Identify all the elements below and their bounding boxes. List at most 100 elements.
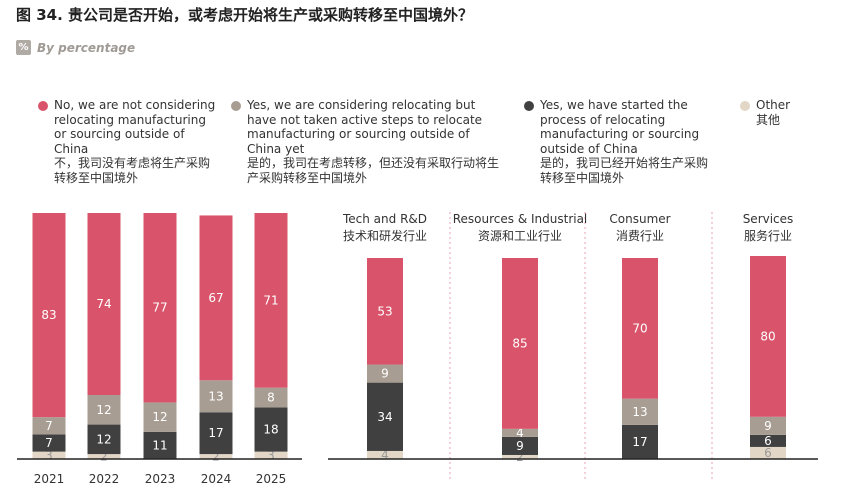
x-tick-label: 2021 (34, 472, 65, 486)
legend-zh: 不，我司没有考虑将生产采购转移至中国境外 (54, 156, 211, 185)
legend-en: No, we are not considering relocating ma… (54, 98, 216, 156)
category-label: Resources & Industrial (453, 212, 588, 226)
bar-segment (254, 451, 288, 459)
bar-segment (32, 417, 66, 435)
data-label: 9 (381, 367, 389, 381)
data-label: 2 (212, 450, 220, 464)
bar-segment (199, 215, 233, 381)
bar-segment (32, 434, 66, 452)
category-label-zh: 消费行业 (616, 229, 664, 243)
bar-segment (367, 450, 403, 459)
data-label: 8 (267, 391, 275, 405)
legend-zh: 其他 (756, 112, 781, 127)
data-label: 18 (263, 422, 278, 436)
bar-segment (254, 407, 288, 452)
bar-segment (254, 387, 288, 408)
data-label: 4 (516, 426, 524, 440)
bar-segment (367, 382, 403, 451)
bar-segment (87, 395, 121, 425)
data-label: 6 (764, 434, 772, 448)
legend-swatch (740, 101, 750, 111)
bar-segment (87, 454, 121, 459)
category-label-zh: 技术和研发行业 (343, 228, 427, 243)
legend-swatch (524, 101, 534, 111)
subtitle-text: By percentage (37, 40, 136, 55)
data-label: 2 (100, 450, 108, 464)
x-tick-label: 2025 (256, 472, 287, 486)
bar-segment (750, 434, 786, 447)
bar-segment (199, 412, 233, 455)
data-label: 13 (208, 389, 223, 403)
bar-segment (32, 213, 66, 418)
data-label: 77 (152, 301, 167, 315)
bar-segment (622, 258, 658, 399)
data-label: 83 (41, 308, 56, 322)
bar-segment (143, 213, 177, 403)
legend-en: Other (756, 98, 791, 112)
data-label: 7 (45, 419, 53, 433)
legend-item-not-considering: No, we are not considering relocating ma… (38, 98, 218, 185)
data-label: 4 (381, 448, 389, 462)
legend-zh: 是的，我司已经开始将生产采购转移至中国境外 (540, 156, 709, 185)
bar-segment (143, 402, 177, 432)
legend-item-started: Yes, we have started the process of relo… (524, 98, 719, 185)
data-label: 17 (208, 426, 223, 440)
data-label: 17 (632, 435, 647, 449)
data-label: 7 (45, 436, 53, 450)
data-label: 70 (632, 321, 647, 335)
bar-segment (750, 446, 786, 459)
bar-segment (367, 364, 403, 383)
legend-swatch (231, 101, 241, 111)
data-label: 9 (516, 439, 524, 453)
bar-segment (143, 431, 177, 459)
data-label: 3 (45, 448, 53, 462)
category-label-zh: 资源和工业行业 (478, 229, 562, 243)
data-label: 13 (632, 405, 647, 419)
bar-segment (254, 213, 288, 388)
percent-icon: % (16, 40, 31, 55)
data-label: 9 (764, 419, 772, 433)
bar-segment (750, 255, 786, 417)
data-label: 3 (267, 448, 275, 462)
data-label: 2 (516, 450, 524, 464)
bar-segment (367, 258, 403, 365)
bar-segment (502, 436, 538, 455)
data-label: 67 (208, 291, 223, 305)
bar-segment (199, 380, 233, 413)
data-label: 12 (96, 403, 111, 417)
category-label: Consumer (609, 212, 670, 226)
data-label: 12 (96, 432, 111, 446)
data-label: 11 (152, 438, 167, 452)
x-tick-label: 2023 (145, 472, 176, 486)
data-label: 85 (512, 336, 527, 350)
chart-title: 图 34. 贵公司是否开始，或考虑开始将生产或采购转移至中国境外？ (16, 6, 474, 24)
x-tick-label: 2022 (89, 472, 120, 486)
data-label: 12 (152, 410, 167, 424)
data-label: 80 (760, 329, 775, 343)
bar-segment (622, 398, 658, 425)
data-label: 74 (96, 297, 111, 311)
bar-segment (87, 424, 121, 455)
category-label: Services (743, 212, 794, 226)
legend-en: Yes, we are considering relocating but h… (247, 98, 483, 156)
data-label: 71 (263, 293, 278, 307)
category-label-zh: 服务行业 (744, 228, 792, 243)
bar-segment (502, 454, 538, 459)
bar-segment (87, 213, 121, 396)
category-label: Tech and R&D (342, 212, 427, 226)
legend-swatch (38, 101, 48, 111)
bar-segment (502, 258, 538, 429)
x-tick-label: 2024 (201, 472, 232, 486)
subtitle: % By percentage (16, 40, 135, 55)
data-label: 34 (377, 410, 392, 424)
legend-en: Yes, we have started the process of relo… (540, 98, 700, 156)
data-label: 6 (764, 446, 772, 460)
legend-item-other: Other 其他 (740, 98, 820, 127)
bar-segment (32, 451, 66, 459)
bar-segment (750, 416, 786, 435)
legend-item-considering: Yes, we are considering relocating but h… (231, 98, 506, 185)
bar-segment (199, 454, 233, 459)
bar-segment (622, 424, 658, 459)
